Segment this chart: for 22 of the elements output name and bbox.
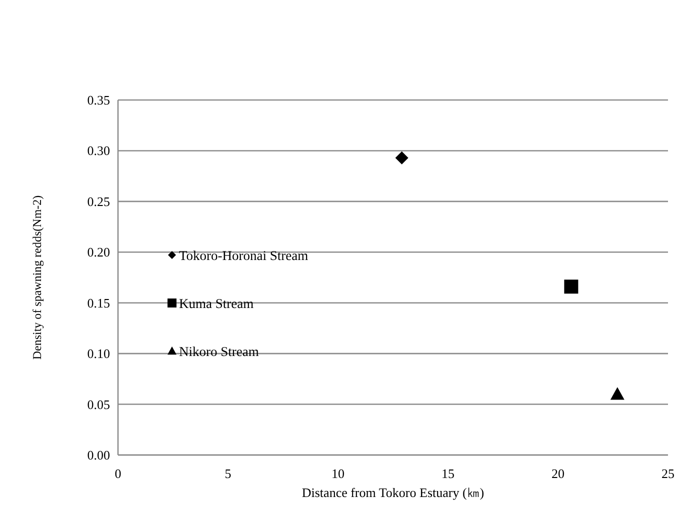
x-tick-label: 5 <box>224 466 232 481</box>
y-tick-label: 0.10 <box>87 346 110 362</box>
x-tick-label: 25 <box>662 466 674 481</box>
point <box>610 387 624 400</box>
legend-label: Tokoro-Horonai Stream <box>179 248 309 263</box>
point <box>395 151 408 164</box>
x-tick-label: 15 <box>442 466 454 481</box>
y-tick-label: 0.25 <box>87 194 110 209</box>
legend-label: Nikoro Stream <box>179 344 260 359</box>
y-tick-label: 0.00 <box>87 448 110 462</box>
y-axis-title: Density of spawning redds(Nm-2) <box>30 195 44 360</box>
y-tick-label: 0.05 <box>87 396 110 412</box>
legend-label: Kuma Stream <box>179 296 254 311</box>
x-tick-label: 0 <box>114 466 122 481</box>
point <box>564 280 578 294</box>
x-tick-label: 20 <box>552 466 564 481</box>
y-tick-label: 0.30 <box>87 143 110 158</box>
x-axis-title: Distance from Tokoro Estuary (㎞) <box>302 485 484 500</box>
x-tick-label: 10 <box>332 466 344 481</box>
y-tick-label: 0.35 <box>87 92 110 108</box>
y-tick-label: 0.20 <box>87 244 110 260</box>
y-tick-label: 0.15 <box>87 295 110 310</box>
